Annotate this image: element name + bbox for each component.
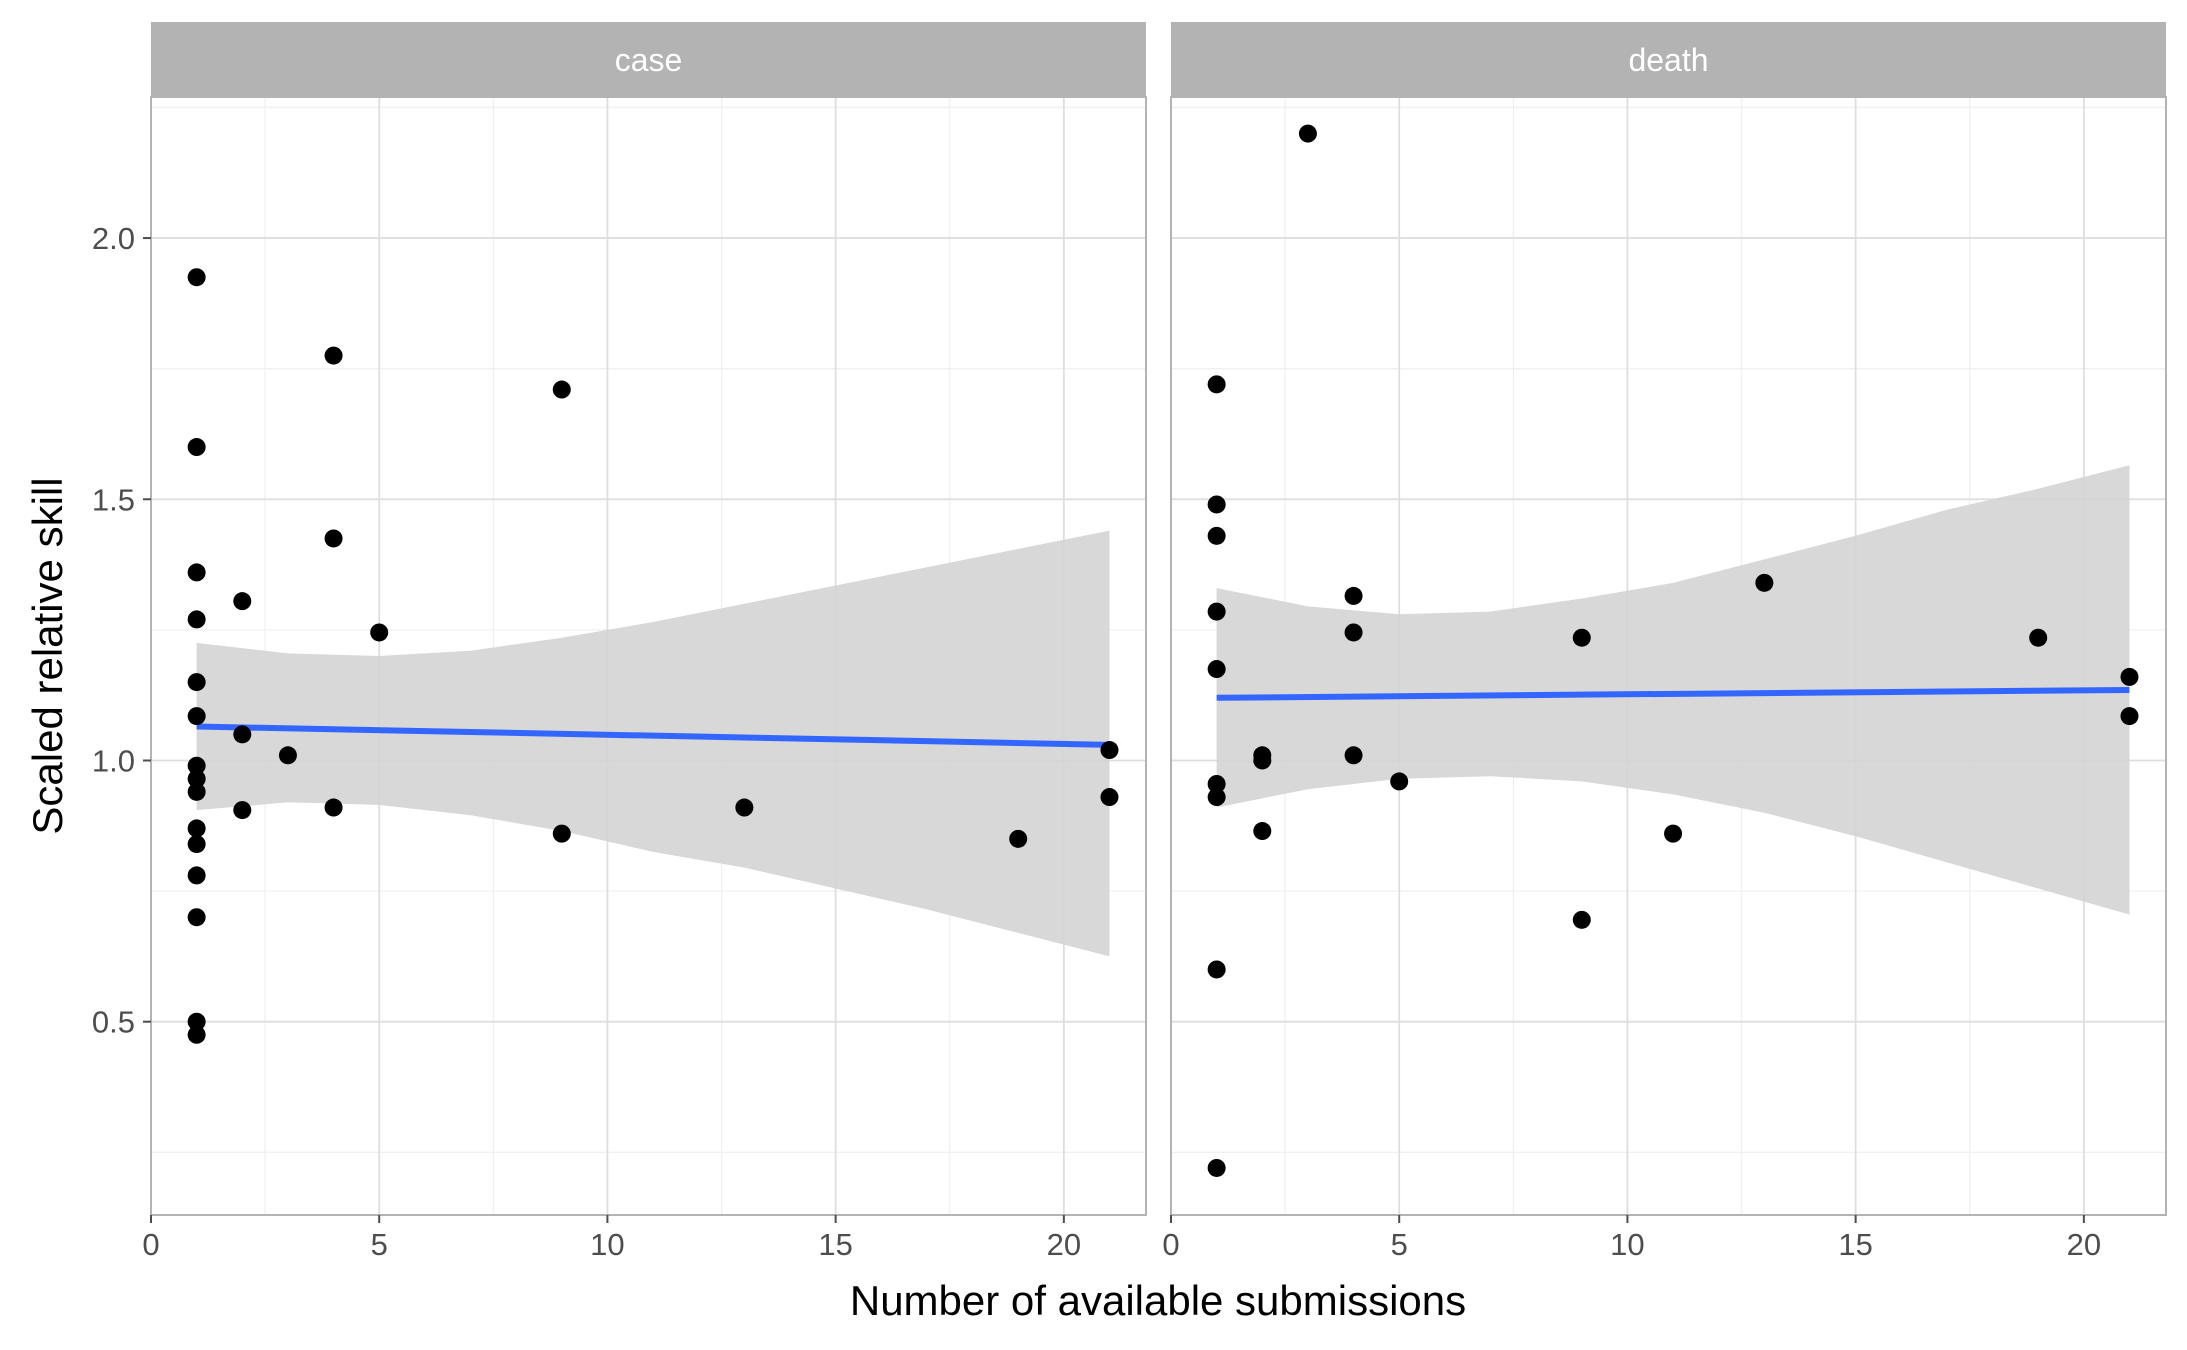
data-point [1207,1158,1226,1177]
data-point [187,707,206,726]
data-point [324,798,343,817]
strip-label: case [615,42,683,78]
data-points [187,268,1119,1044]
data-point [1207,375,1226,394]
data-point [1298,124,1317,143]
data-point [324,346,343,365]
panel-case: case 0 5 10 15 20 0.5 1.0 1.5 2.0 [92,22,1147,1262]
data-point [187,819,206,838]
data-point [552,380,571,399]
data-point [187,610,206,629]
strip-background [151,22,1146,97]
data-point [1207,602,1226,621]
fit-line [196,723,1110,748]
strip-label: death [1628,42,1708,78]
data-point [1572,910,1591,929]
data-point [2029,628,2048,647]
y-tick-label: 1.5 [92,482,135,517]
x-tick-label: 5 [1391,1227,1408,1262]
data-point [1253,751,1272,770]
data-point [187,1012,206,1031]
data-point [278,746,297,765]
data-point [1344,623,1363,642]
data-point [187,866,206,885]
strip-background [1171,22,2166,97]
data-point [1207,660,1226,679]
y-axis-title: Scaled relative skill [24,477,71,834]
x-tick-label: 15 [818,1227,852,1262]
data-point [187,1025,206,1044]
data-point [1344,746,1363,765]
data-point [233,592,252,611]
data-point [187,756,206,775]
x-tick-label: 20 [1047,1227,1081,1262]
data-point [1207,495,1226,514]
x-axis-title: Number of available submissions [850,1277,1466,1324]
data-point [1390,772,1409,791]
data-point [552,824,571,843]
fit-line [1216,686,2130,701]
x-tick-label: 0 [142,1227,159,1262]
y-axis-ticks: 0.5 1.0 1.5 2.0 [92,221,151,1040]
data-point [1100,788,1119,807]
x-axis-ticks: 0 5 10 15 20 [1162,1215,2101,1262]
y-tick-label: 1.0 [92,743,135,778]
y-tick-label: 2.0 [92,221,135,256]
data-point [370,623,389,642]
confidence-band [196,530,1110,957]
data-point [2120,707,2139,726]
x-tick-label: 10 [590,1227,624,1262]
data-point [1253,822,1272,841]
data-point [187,268,206,287]
data-point [1207,774,1226,793]
data-point [1344,586,1363,605]
x-tick-label: 15 [1838,1227,1872,1262]
data-point [1100,741,1119,760]
data-point [1207,526,1226,545]
data-point [187,563,206,582]
data-point [735,798,754,817]
panel-border [150,96,1147,1216]
x-tick-label: 10 [1610,1227,1644,1262]
data-point [324,529,343,548]
data-point [1207,788,1226,807]
x-axis-ticks: 0 5 10 15 20 [142,1215,1081,1262]
data-point [1755,573,1774,592]
confidence-band [1216,465,2130,915]
data-point [1207,960,1226,979]
data-point [187,769,206,788]
panel-death: death 0 5 10 15 20 [1162,22,2167,1262]
x-tick-label: 20 [2067,1227,2101,1262]
y-tick-label: 0.5 [92,1005,135,1040]
x-tick-label: 0 [1162,1227,1179,1262]
data-point [187,438,206,457]
x-tick-label: 5 [371,1227,388,1262]
data-point [1572,628,1591,647]
data-point [2120,667,2139,686]
data-point [187,908,206,927]
data-point [187,673,206,692]
data-points [1207,124,2139,1177]
data-point [233,725,252,744]
data-point [1664,824,1683,843]
data-point [233,801,252,820]
data-point [187,782,206,801]
data-point [187,835,206,854]
data-point [1009,829,1028,848]
panel-border [1170,96,2167,1216]
